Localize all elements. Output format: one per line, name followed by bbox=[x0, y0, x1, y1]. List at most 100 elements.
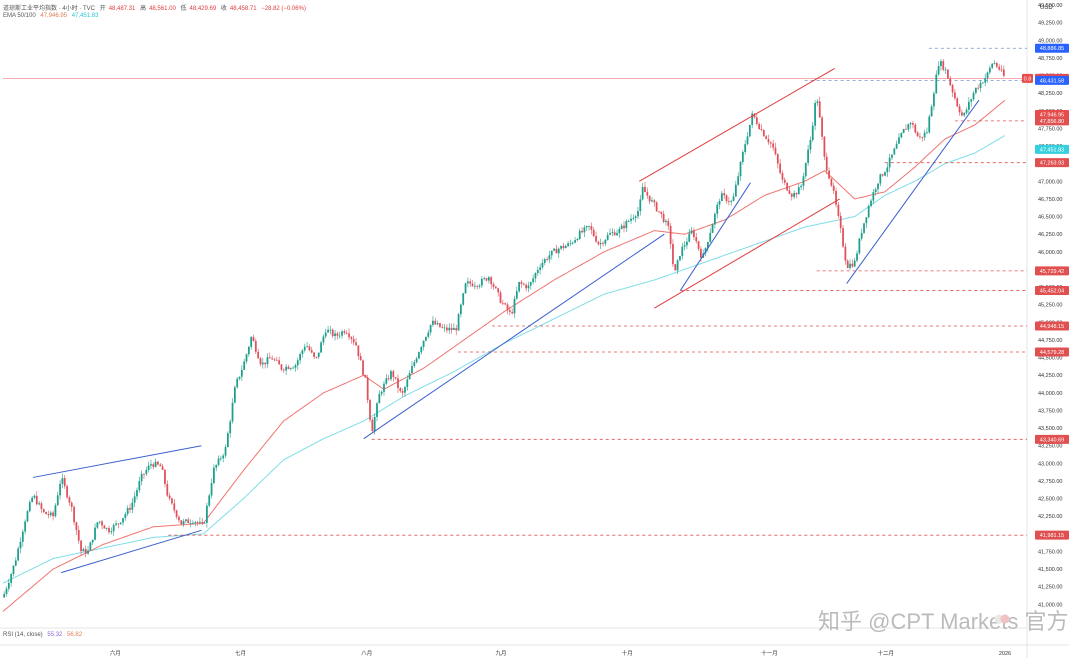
candle-body bbox=[571, 242, 574, 244]
trendline-support[interactable] bbox=[679, 182, 751, 291]
candle-body bbox=[275, 359, 278, 361]
candle-body bbox=[171, 498, 173, 504]
x-tick-label: 九月 bbox=[495, 649, 506, 657]
candle-body bbox=[341, 331, 343, 336]
y-tick-label: 43,750.00 bbox=[1038, 408, 1062, 414]
candle-body bbox=[986, 72, 989, 79]
candle-body bbox=[737, 176, 740, 185]
symbol-title[interactable]: 道琼斯工业平均指数 · 4小时 · TVC bbox=[3, 6, 96, 12]
candle-body bbox=[289, 368, 292, 370]
price-level-tag[interactable] bbox=[1035, 321, 1069, 331]
candle-body bbox=[888, 157, 891, 168]
candle-body bbox=[499, 292, 502, 303]
rsi-legend[interactable]: RSI (14, close) 55.32 56.82 bbox=[3, 632, 85, 638]
candle-body bbox=[637, 210, 639, 217]
price-level-tag[interactable] bbox=[1035, 266, 1069, 276]
candle-body bbox=[970, 99, 973, 102]
price-level-tag[interactable] bbox=[1035, 144, 1069, 154]
candle-body bbox=[101, 521, 103, 526]
ema-legend[interactable]: EMA 50/100 47,946.95 47,451.83 bbox=[3, 13, 101, 19]
candle-body bbox=[679, 256, 681, 261]
candle-body bbox=[12, 565, 15, 574]
candle-body bbox=[762, 129, 765, 137]
candle-body bbox=[280, 364, 283, 370]
x-tick-label: 十二月 bbox=[878, 649, 895, 657]
price-level-tag[interactable] bbox=[1035, 158, 1069, 168]
rsi-label: RSI (14, close) bbox=[3, 632, 43, 638]
candle-body bbox=[944, 69, 947, 71]
trendline-support[interactable] bbox=[846, 99, 980, 284]
candle-body bbox=[576, 239, 579, 241]
candle-body bbox=[914, 124, 917, 133]
candle-body bbox=[886, 167, 889, 173]
candle-body bbox=[690, 230, 693, 234]
candle-body bbox=[471, 283, 474, 287]
price-level-tag[interactable] bbox=[1035, 434, 1069, 444]
candle-body bbox=[613, 232, 616, 236]
price-level-tag[interactable] bbox=[1035, 285, 1069, 295]
candle-body bbox=[564, 246, 567, 249]
candle-body bbox=[534, 273, 537, 279]
candle-body bbox=[129, 507, 131, 510]
candle-body bbox=[574, 240, 576, 243]
candle-body bbox=[599, 243, 602, 245]
candle-body bbox=[930, 106, 933, 117]
candle-body bbox=[47, 514, 50, 516]
price-flag[interactable] bbox=[1022, 73, 1033, 83]
candle-body bbox=[448, 327, 451, 331]
price-level-label: 45,452.04 bbox=[1040, 288, 1064, 294]
candle-body bbox=[299, 353, 301, 361]
rsi-ma-value: 56.82 bbox=[67, 632, 83, 638]
trendline-support[interactable] bbox=[60, 529, 202, 574]
trendline-channel[interactable] bbox=[639, 68, 835, 182]
candle-body bbox=[187, 519, 190, 524]
price-level-tag[interactable] bbox=[1035, 347, 1069, 357]
candle-body bbox=[725, 195, 728, 202]
candle-body bbox=[609, 232, 611, 235]
candle-body bbox=[185, 519, 187, 522]
candle-body bbox=[795, 192, 798, 195]
candle-body bbox=[224, 447, 227, 456]
candle-body bbox=[82, 548, 85, 552]
candle-body bbox=[415, 358, 418, 363]
candle-body bbox=[315, 356, 318, 358]
candle-body bbox=[231, 402, 234, 422]
price-level-tag[interactable] bbox=[1035, 116, 1069, 126]
trendline-channel[interactable] bbox=[654, 198, 840, 309]
candle-body bbox=[189, 522, 192, 524]
candle-body bbox=[254, 341, 257, 352]
candle-body bbox=[359, 356, 362, 361]
candle-body bbox=[585, 226, 588, 228]
trendline-support[interactable] bbox=[363, 233, 665, 440]
y-tick-label: 49,500.00 bbox=[1038, 3, 1062, 9]
candle-body bbox=[623, 225, 625, 229]
candle-body bbox=[159, 464, 162, 467]
candle-body bbox=[310, 350, 313, 353]
candle-body bbox=[306, 346, 308, 348]
candle-body bbox=[476, 285, 479, 287]
candle-body bbox=[905, 129, 907, 130]
candle-body bbox=[259, 358, 262, 365]
candle-body bbox=[578, 230, 581, 240]
candle-body bbox=[490, 277, 493, 285]
candle-body bbox=[779, 163, 782, 173]
candle-body bbox=[140, 473, 143, 482]
candle-body bbox=[933, 93, 935, 107]
candle-body bbox=[667, 220, 670, 226]
price-level-tag[interactable] bbox=[1035, 530, 1069, 540]
price-level-tag[interactable] bbox=[1035, 75, 1069, 85]
y-tick-label: 46,000.00 bbox=[1038, 250, 1062, 256]
candle-body bbox=[618, 229, 621, 233]
y-tick-label: 43,500.00 bbox=[1038, 426, 1062, 432]
candle-body bbox=[429, 324, 432, 333]
candle-body bbox=[182, 521, 185, 525]
price-level-tag[interactable] bbox=[1035, 43, 1069, 53]
candle-body bbox=[350, 337, 353, 339]
trendline-support[interactable] bbox=[32, 445, 202, 478]
candle-body bbox=[96, 522, 99, 528]
candle-body bbox=[506, 304, 509, 311]
candle-body bbox=[772, 143, 775, 148]
candle-body bbox=[24, 521, 27, 532]
currency-label[interactable]: USD bbox=[1040, 5, 1053, 11]
